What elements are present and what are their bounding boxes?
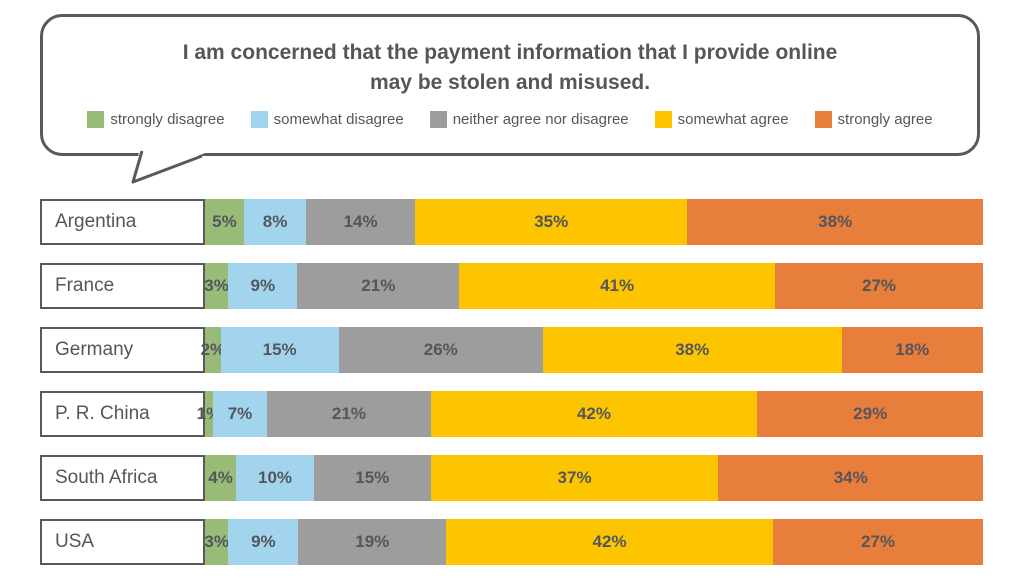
bar-segment: 15% bbox=[220, 327, 339, 373]
bar-segment: 9% bbox=[228, 263, 298, 309]
country-label: P. R. China bbox=[40, 391, 205, 437]
bar-segment: 42% bbox=[430, 391, 758, 437]
legend-swatch-somewhat-disagree-icon bbox=[250, 111, 268, 128]
stacked-bar: 3% 9% 19% 42% 27% bbox=[204, 519, 983, 565]
chart-title: I am concerned that the payment informat… bbox=[43, 38, 977, 98]
stacked-bar: 4% 10% 15% 37% 34% bbox=[205, 455, 983, 501]
bar-segment: 29% bbox=[757, 391, 983, 437]
bar-segment: 10% bbox=[236, 455, 314, 501]
legend-label: somewhat agree bbox=[677, 111, 789, 128]
bar-segment: 37% bbox=[430, 455, 719, 501]
stacked-bar: 5% 8% 14% 35% 38% bbox=[205, 199, 983, 245]
legend-item-somewhat-disagree: somewhat disagree bbox=[250, 111, 404, 128]
stacked-bar: 1% 7% 21% 42% 29% bbox=[197, 391, 983, 437]
legend: strongly disagree somewhat disagree neit… bbox=[43, 111, 977, 128]
country-row: USA 3% 9% 19% 42% 27% bbox=[40, 519, 983, 565]
legend-label: strongly disagree bbox=[110, 111, 225, 128]
chart-title-line1: I am concerned that the payment informat… bbox=[182, 41, 838, 64]
bar-segment: 21% bbox=[267, 391, 431, 437]
legend-swatch-neither-icon bbox=[429, 111, 447, 128]
legend-swatch-somewhat-agree-icon bbox=[654, 111, 672, 128]
country-row: South Africa 4% 10% 15% 37% 34% bbox=[40, 455, 983, 501]
bar-segment: 5% bbox=[205, 199, 244, 245]
country-label: Argentina bbox=[40, 199, 205, 245]
bar-segment: 41% bbox=[459, 263, 776, 309]
country-row: Argentina 5% 8% 14% 35% 38% bbox=[40, 199, 983, 245]
bar-segment: 14% bbox=[306, 199, 416, 245]
bar-segment: 3% bbox=[204, 519, 229, 565]
bar-segment: 38% bbox=[687, 199, 983, 245]
bar-segment: 8% bbox=[243, 199, 307, 245]
legend-swatch-strongly-disagree-icon bbox=[87, 111, 105, 128]
bar-segment: 18% bbox=[841, 327, 983, 373]
bar-segment: 38% bbox=[542, 327, 842, 373]
chart-title-line2: may be stolen and misused. bbox=[369, 71, 651, 94]
legend-label: somewhat disagree bbox=[273, 111, 404, 128]
bar-segment: 34% bbox=[718, 455, 983, 501]
country-row: P. R. China 1% 7% 21% 42% 29% bbox=[40, 391, 983, 437]
country-label: USA bbox=[40, 519, 205, 565]
bar-segment: 7% bbox=[212, 391, 268, 437]
stacked-bar: 3% 9% 21% 41% 27% bbox=[204, 263, 984, 309]
bar-segment: 9% bbox=[228, 519, 299, 565]
bar-segment: 42% bbox=[446, 519, 773, 565]
bar-segment: 4% bbox=[205, 455, 237, 501]
question-speech-bubble: I am concerned that the payment informat… bbox=[40, 14, 980, 156]
stacked-bar: 2% 15% 26% 38% 18% bbox=[201, 327, 983, 373]
bar-segment: 15% bbox=[313, 455, 431, 501]
bar-segment: 27% bbox=[775, 263, 984, 309]
speech-bubble-tail bbox=[131, 148, 205, 184]
country-row: Germany 2% 15% 26% 38% 18% bbox=[40, 327, 983, 373]
country-label: Germany bbox=[40, 327, 205, 373]
bar-segment: 2% bbox=[201, 327, 225, 373]
bar-chart-rows: Argentina 5% 8% 14% 35% 38% France 3% 9% 21% 41% 27… bbox=[40, 199, 984, 583]
country-label: France bbox=[40, 263, 205, 309]
legend-item-strongly-agree: strongly agree bbox=[814, 111, 933, 128]
country-row: France 3% 9% 21% 41% 27% bbox=[40, 263, 984, 309]
legend-item-somewhat-agree: somewhat agree bbox=[654, 111, 789, 128]
bar-segment: 1% bbox=[197, 391, 221, 437]
bar-segment: 3% bbox=[204, 263, 229, 309]
bar-segment: 35% bbox=[415, 199, 688, 245]
bar-segment: 21% bbox=[297, 263, 460, 309]
legend-swatch-strongly-agree-icon bbox=[814, 111, 832, 128]
legend-item-neither: neither agree nor disagree bbox=[429, 111, 629, 128]
country-label: South Africa bbox=[40, 455, 205, 501]
legend-label: neither agree nor disagree bbox=[452, 111, 629, 128]
legend-item-strongly-disagree: strongly disagree bbox=[87, 111, 225, 128]
bar-segment: 27% bbox=[772, 519, 983, 565]
bar-segment: 19% bbox=[298, 519, 447, 565]
legend-label: strongly agree bbox=[837, 111, 933, 128]
bar-segment: 26% bbox=[338, 327, 543, 373]
